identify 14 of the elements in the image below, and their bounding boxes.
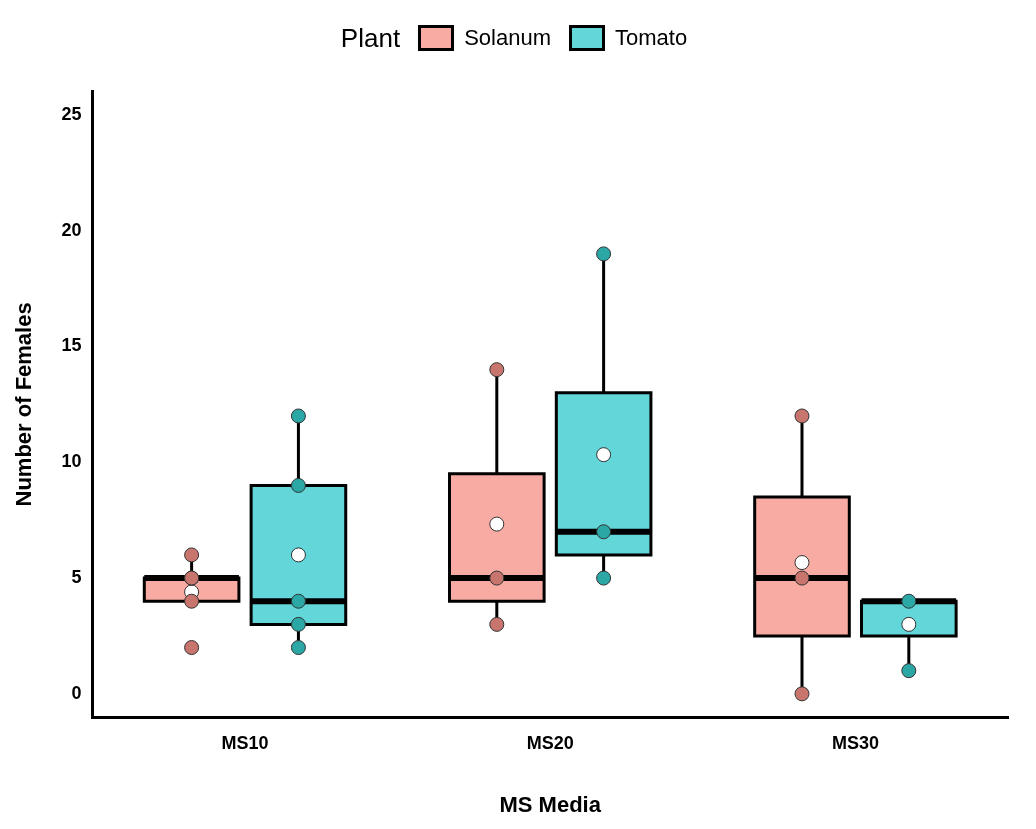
y-tick-label: 10	[61, 451, 82, 472]
legend-title: Plant	[340, 22, 401, 54]
x-tick-label: MS30	[831, 732, 879, 753]
y-tick-label: 0	[71, 682, 82, 703]
y-tick-label: 15	[61, 335, 82, 356]
y-tick-label: 25	[61, 103, 82, 124]
legend-label: Solanum	[464, 25, 551, 51]
y-tick-label: 20	[61, 219, 82, 240]
y-tick-label: 5	[71, 567, 82, 588]
y-axis-title: Number of Females	[11, 302, 37, 507]
x-axis-title: MS Media	[499, 791, 602, 817]
x-tick-label: MS10	[221, 732, 269, 753]
x-tick-label: MS20	[526, 732, 574, 753]
legend-label: Tomato	[614, 25, 688, 51]
